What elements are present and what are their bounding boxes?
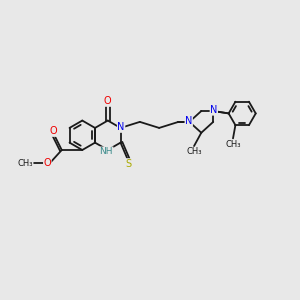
Text: CH₃: CH₃ (17, 159, 33, 168)
Text: N: N (185, 116, 192, 126)
Text: CH₃: CH₃ (186, 148, 202, 157)
Text: O: O (49, 126, 57, 136)
Text: N: N (210, 105, 218, 115)
Text: O: O (104, 96, 112, 106)
Text: N: N (117, 122, 125, 132)
Text: NH: NH (100, 147, 113, 156)
Text: S: S (125, 159, 131, 169)
Text: O: O (44, 158, 51, 168)
Text: CH₃: CH₃ (225, 140, 241, 149)
